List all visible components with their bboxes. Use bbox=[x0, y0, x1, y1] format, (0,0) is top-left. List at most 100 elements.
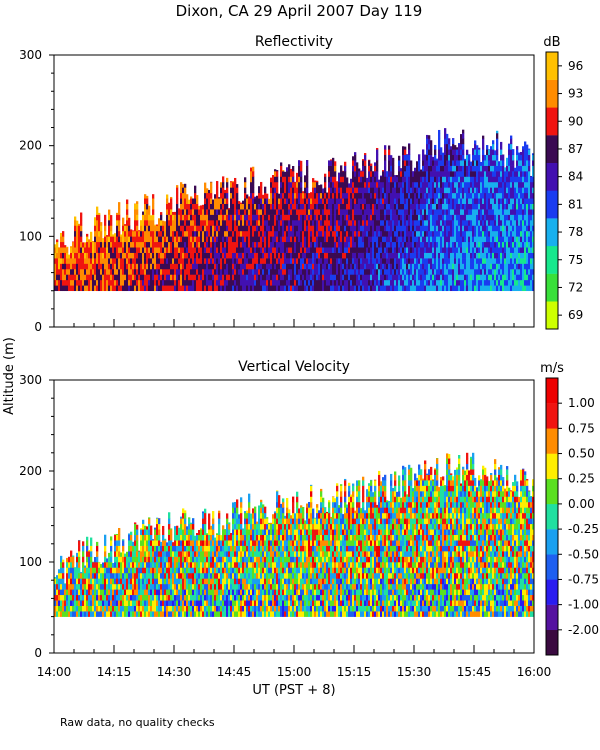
reflectivity-cell bbox=[258, 252, 261, 259]
reflectivity-cell bbox=[180, 198, 183, 204]
reflectivity-cell bbox=[340, 220, 343, 226]
reflectivity-cell bbox=[484, 203, 487, 210]
reflectivity-cell bbox=[516, 247, 519, 253]
reflectivity-cell bbox=[492, 236, 495, 243]
reflectivity-cell bbox=[424, 165, 427, 172]
reflectivity-cell bbox=[170, 241, 173, 248]
reflectivity-cell bbox=[136, 220, 139, 226]
reflectivity-cell bbox=[242, 252, 245, 259]
reflectivity-cell bbox=[434, 285, 437, 292]
reflectivity-cell bbox=[224, 252, 227, 259]
reflectivity-cell bbox=[444, 187, 447, 194]
reflectivity-cell bbox=[354, 214, 357, 221]
reflectivity-cell bbox=[196, 230, 199, 237]
reflectivity-cell bbox=[440, 279, 443, 286]
reflectivity-cell bbox=[418, 220, 421, 226]
reflectivity-cell bbox=[130, 268, 133, 275]
reflectivity-cell bbox=[260, 258, 263, 264]
reflectivity-cell bbox=[238, 274, 241, 281]
reflectivity-cell bbox=[74, 247, 77, 253]
reflectivity-cell bbox=[506, 214, 509, 221]
reflectivity-cell bbox=[410, 268, 413, 275]
reflectivity-cell bbox=[324, 198, 327, 204]
reflectivity-cell bbox=[250, 258, 253, 264]
reflectivity-cell bbox=[224, 279, 227, 286]
reflectivity-cell bbox=[410, 285, 413, 292]
reflectivity-cell bbox=[278, 268, 281, 275]
reflectivity-cell bbox=[276, 171, 279, 177]
reflectivity-cell bbox=[248, 274, 251, 281]
reflectivity-cell bbox=[516, 268, 519, 275]
reflectivity-cell bbox=[162, 274, 165, 281]
reflectivity-cell bbox=[130, 279, 133, 286]
reflectivity-cell bbox=[404, 192, 407, 199]
reflectivity-cell bbox=[390, 155, 393, 161]
reflectivity-cell bbox=[260, 181, 263, 188]
reflectivity-cell bbox=[512, 214, 515, 221]
reflectivity-cell bbox=[182, 214, 185, 221]
reflectivity-cell bbox=[254, 274, 257, 281]
reflectivity-cell bbox=[134, 285, 137, 292]
reflectivity-cell bbox=[272, 187, 275, 194]
reflectivity-cell bbox=[114, 247, 117, 253]
reflectivity-cell bbox=[408, 263, 411, 270]
reflectivity-cell bbox=[250, 220, 253, 226]
reflectivity-cell bbox=[250, 171, 253, 177]
reflectivity-cell bbox=[222, 187, 225, 194]
reflectivity-cell bbox=[300, 165, 303, 172]
reflectivity-cell bbox=[384, 154, 387, 161]
reflectivity-cell bbox=[362, 236, 365, 243]
reflectivity-cell bbox=[452, 285, 455, 292]
reflectivity-cell bbox=[298, 236, 301, 243]
reflectivity-cell bbox=[372, 176, 375, 183]
reflectivity-cell bbox=[378, 209, 381, 215]
reflectivity-cell bbox=[282, 263, 285, 270]
reflectivity-cell bbox=[296, 192, 299, 199]
reflectivity-cell bbox=[402, 268, 405, 275]
reflectivity-cell bbox=[374, 225, 377, 232]
reflectivity-cell bbox=[412, 285, 415, 292]
reflectivity-cell bbox=[182, 220, 185, 226]
reflectivity-cell bbox=[522, 165, 525, 172]
reflectivity-cell bbox=[266, 236, 269, 243]
reflectivity-cell bbox=[226, 192, 229, 199]
reflectivity-cell bbox=[286, 220, 289, 226]
reflectivity-cell bbox=[98, 274, 101, 281]
reflectivity-cell bbox=[188, 225, 191, 232]
reflectivity-cell bbox=[190, 214, 193, 221]
reflectivity-cell bbox=[260, 247, 263, 253]
reflectivity-cell bbox=[230, 263, 233, 270]
reflectivity-cell bbox=[480, 181, 483, 188]
reflectivity-cell bbox=[384, 241, 387, 248]
reflectivity-cell bbox=[402, 181, 405, 188]
reflectivity-cell bbox=[336, 279, 339, 286]
reflectivity-cell bbox=[490, 241, 493, 248]
reflectivity-cell bbox=[286, 214, 289, 221]
reflectivity-cell bbox=[504, 268, 507, 275]
reflectivity-cell bbox=[520, 203, 523, 210]
reflectivity-cell bbox=[266, 252, 269, 259]
reflectivity-cell bbox=[434, 225, 437, 232]
reflectivity-cell bbox=[454, 181, 457, 188]
reflectivity-cell bbox=[424, 285, 427, 292]
reflectivity-cell bbox=[94, 258, 97, 264]
reflectivity-cell bbox=[246, 247, 249, 253]
reflectivity-cell bbox=[192, 285, 195, 292]
reflectivity-cell bbox=[474, 214, 477, 221]
reflectivity-cell bbox=[492, 203, 495, 210]
reflectivity-cell bbox=[486, 154, 489, 161]
reflectivity-cell bbox=[312, 187, 315, 194]
reflectivity-cell bbox=[168, 247, 171, 253]
reflectivity-cell bbox=[412, 192, 415, 199]
reflectivity-cell bbox=[484, 214, 487, 221]
reflectivity-cell bbox=[354, 187, 357, 194]
reflectivity-cell bbox=[310, 247, 313, 253]
reflectivity-cell bbox=[94, 236, 97, 243]
reflectivity-cell bbox=[398, 220, 401, 226]
reflectivity-cell bbox=[244, 247, 247, 253]
reflectivity-cell bbox=[472, 209, 475, 215]
reflectivity-cell bbox=[364, 187, 367, 194]
reflectivity-cell bbox=[386, 209, 389, 215]
reflectivity-cell bbox=[280, 247, 283, 253]
reflectivity-cell bbox=[62, 285, 65, 292]
